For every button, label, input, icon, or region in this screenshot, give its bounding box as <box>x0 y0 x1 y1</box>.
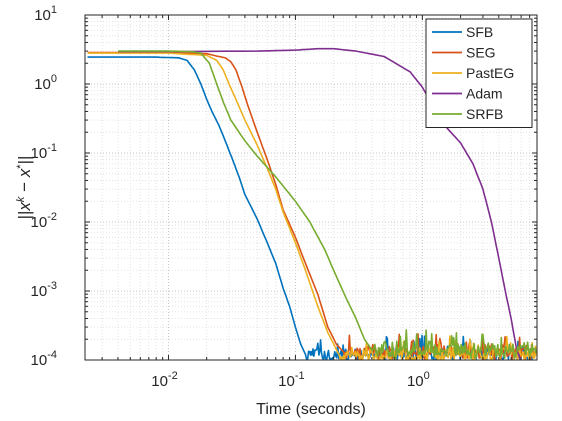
x-tick-label: 10-1 <box>278 370 304 390</box>
legend-label-srfb: SRFB <box>466 106 503 122</box>
legend-label-sfb: SFB <box>466 24 493 40</box>
y-tick-label: 100 <box>34 73 57 93</box>
y-tick-label: 10-2 <box>31 211 57 231</box>
y-tick-label: 10-3 <box>31 280 57 300</box>
x-tick-label: 100 <box>407 370 430 390</box>
axis-ticks: 10-2 10-1 100 101 100 10-1 10-2 10-3 10-4 <box>31 4 538 390</box>
plot-bottom-mask <box>85 360 537 421</box>
series-lines <box>85 47 537 421</box>
legend-label-pasteg: PastEG <box>466 65 514 81</box>
legend-label-seg: SEG <box>466 45 496 61</box>
y-tick-label: 10-4 <box>31 349 57 369</box>
y-axis-label-text: ||xk − x*|| <box>15 156 34 220</box>
grid <box>85 15 538 360</box>
x-tick-label: 10-2 <box>151 370 177 390</box>
x-axis-label: Time (seconds) <box>256 401 366 418</box>
legend-label-adam: Adam <box>466 86 503 102</box>
plot-frame <box>84 14 538 361</box>
series-line-srfb <box>118 50 537 360</box>
y-tick-label: 10-1 <box>31 142 57 162</box>
y-tick-label: 101 <box>34 4 57 24</box>
legend: SFB SEG PastEG Adam SRFB <box>425 18 533 128</box>
y-axis-label: ||xk − x*|| <box>15 156 34 220</box>
